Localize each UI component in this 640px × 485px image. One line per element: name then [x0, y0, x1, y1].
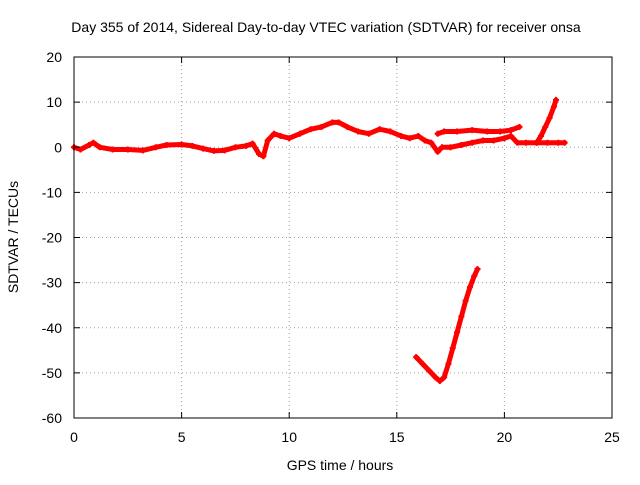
- axis-ticks: 0 5 10 15 20 25 -60 -50 -40 -30 -20 -10 0 10 20: [42, 49, 620, 445]
- x-tick-label: 20: [497, 429, 513, 445]
- y-tick-label: 10: [46, 94, 62, 110]
- y-tick-label: 20: [46, 49, 62, 65]
- y-tick-label: -20: [42, 230, 62, 246]
- x-tick-label: 10: [281, 429, 297, 445]
- x-tick-label: 15: [389, 429, 405, 445]
- y-tick-label: -50: [42, 365, 62, 381]
- data-series-layer: [71, 96, 568, 384]
- y-tick-label: -40: [42, 320, 62, 336]
- x-axis-label: GPS time / hours: [287, 457, 394, 473]
- y-axis-label: SDTVAR / TECUs: [5, 181, 21, 293]
- x-tick-label: 5: [178, 429, 186, 445]
- y-tick-label: 0: [54, 139, 62, 155]
- y-tick-label: -60: [42, 410, 62, 426]
- chart-title: Day 355 of 2014, Sidereal Day-to-day VTE…: [71, 19, 581, 35]
- y-tick-label: -30: [42, 275, 62, 291]
- y-tick-label: -10: [42, 184, 62, 200]
- x-tick-label: 0: [70, 429, 78, 445]
- grid-lines: [74, 57, 612, 418]
- x-tick-label: 25: [604, 429, 620, 445]
